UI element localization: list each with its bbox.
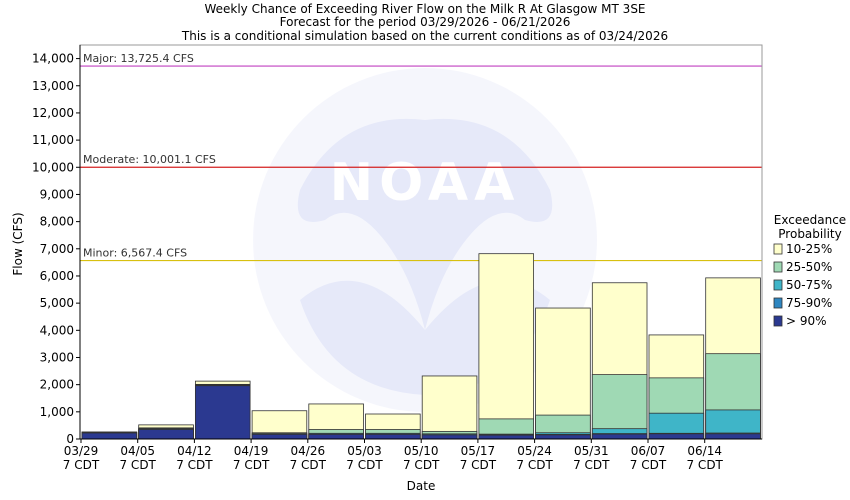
legend-label-4: 75-90% — [786, 296, 832, 310]
x-tick-sublabel-12: 7 CDT — [686, 458, 723, 472]
bar-10-series-1 — [591, 433, 648, 440]
threshold-label-1: Major: 13,725.4 CFS — [83, 52, 194, 65]
y-tick-label-11: 10,000 — [32, 160, 74, 174]
x-tick-sublabel-7: 7 CDT — [403, 458, 440, 472]
y-tick-label-14: 13,000 — [32, 79, 74, 93]
legend-swatch-5 — [773, 315, 783, 327]
y-tick-label-5: 4,000 — [40, 323, 74, 337]
x-tick-label-8: 05/17 — [461, 444, 496, 458]
legend-title-line-2: Probability — [778, 227, 841, 241]
legend-title-line-1: Exceedance — [774, 213, 846, 227]
legend-label-3: 50-75% — [786, 278, 832, 292]
x-axis-title: Date — [407, 479, 436, 493]
x-tick-sublabel-11: 7 CDT — [630, 458, 667, 472]
bar-6-series-1 — [365, 433, 421, 440]
bar-stacks — [81, 253, 761, 440]
y-tick-label-1: 0 — [66, 432, 74, 446]
x-tick-sublabel-4: 7 CDT — [233, 458, 270, 472]
x-tick-label-12: 06/14 — [687, 444, 722, 458]
legend-swatch-3 — [773, 279, 783, 291]
y-tick-label-12: 11,000 — [32, 133, 74, 147]
bar-2-series-1 — [138, 429, 194, 440]
x-tick-sublabel-5: 7 CDT — [290, 458, 327, 472]
x-tick-sublabel-9: 7 CDT — [516, 458, 553, 472]
svg-text:NOAA: NOAA — [330, 153, 521, 213]
x-tick-label-10: 05/31 — [574, 444, 609, 458]
bar-7-series-1 — [421, 434, 478, 440]
y-tick-label-10: 9,000 — [40, 187, 74, 201]
legend-swatch-4 — [773, 297, 783, 309]
x-tick-label-4: 04/19 — [234, 444, 269, 458]
x-tick-sublabel-2: 7 CDT — [119, 458, 156, 472]
bar-8-series-5 — [478, 253, 534, 440]
bar-9-series-1 — [535, 434, 591, 440]
x-tick-sublabel-1: 7 CDT — [63, 458, 100, 472]
legend-swatch-1 — [773, 243, 783, 255]
y-tick-label-4: 3,000 — [40, 350, 74, 364]
y-tick-label-2: 1,000 — [40, 405, 74, 419]
threshold-label-3: Minor: 6,567.4 CFS — [83, 247, 187, 260]
y-tick-label-8: 7,000 — [40, 242, 74, 256]
legend-swatch-2 — [773, 261, 783, 273]
bar-5-series-1 — [308, 433, 364, 440]
y-tick-label-7: 6,000 — [40, 269, 74, 283]
bar-1-series-1 — [81, 432, 138, 440]
y-tick-label-6: 5,000 — [40, 296, 74, 310]
bar-4-series-1 — [251, 433, 308, 440]
x-tick-label-3: 04/12 — [177, 444, 212, 458]
threshold-label-2: Moderate: 10,001.1 CFS — [83, 153, 216, 166]
x-tick-label-2: 04/05 — [120, 444, 155, 458]
bar-11-series-1 — [648, 433, 705, 440]
x-tick-label-9: 05/24 — [517, 444, 552, 458]
title-line-2: Forecast for the period 03/29/2026 - 06/… — [280, 15, 571, 29]
y-axis-title: Flow (CFS) — [11, 212, 25, 275]
x-tick-label-6: 05/03 — [347, 444, 382, 458]
title-line-3: This is a conditional simulation based o… — [181, 29, 668, 43]
bar-8-series-1 — [478, 434, 534, 440]
y-tick-label-3: 2,000 — [40, 378, 74, 392]
x-tick-sublabel-3: 7 CDT — [176, 458, 213, 472]
x-tick-sublabel-6: 7 CDT — [346, 458, 383, 472]
legend-label-5: > 90% — [786, 314, 827, 328]
bar-3-series-1 — [194, 385, 251, 440]
x-tick-sublabel-10: 7 CDT — [573, 458, 610, 472]
x-tick-label-7: 05/10 — [404, 444, 439, 458]
x-tick-label-1: 03/29 — [64, 444, 99, 458]
bar-12-series-1 — [705, 433, 761, 440]
bar-10-series-4 — [591, 374, 648, 440]
x-tick-label-5: 04/26 — [291, 444, 326, 458]
bar-7-series-5 — [421, 375, 478, 440]
title-line-1: Weekly Chance of Exceeding River Flow on… — [204, 2, 645, 16]
threshold-lines: Major: 13,725.4 CFS Moderate: 10,001.1 CF… — [80, 52, 762, 262]
axes: 0 1,000 2,000 3,000 4,000 5,000 6,000 7,000 8,00… — [32, 44, 763, 472]
y-tick-label-13: 12,000 — [32, 106, 74, 120]
y-tick-label-9: 8,000 — [40, 215, 74, 229]
x-tick-label-11: 06/07 — [631, 444, 666, 458]
chart-title: Weekly Chance of Exceeding River Flow on… — [181, 2, 668, 43]
legend-label-2: 25-50% — [786, 260, 832, 274]
x-tick-sublabel-8: 7 CDT — [460, 458, 497, 472]
legend-label-1: 10-25% — [786, 242, 832, 256]
y-tick-label-15: 14,000 — [32, 52, 74, 66]
